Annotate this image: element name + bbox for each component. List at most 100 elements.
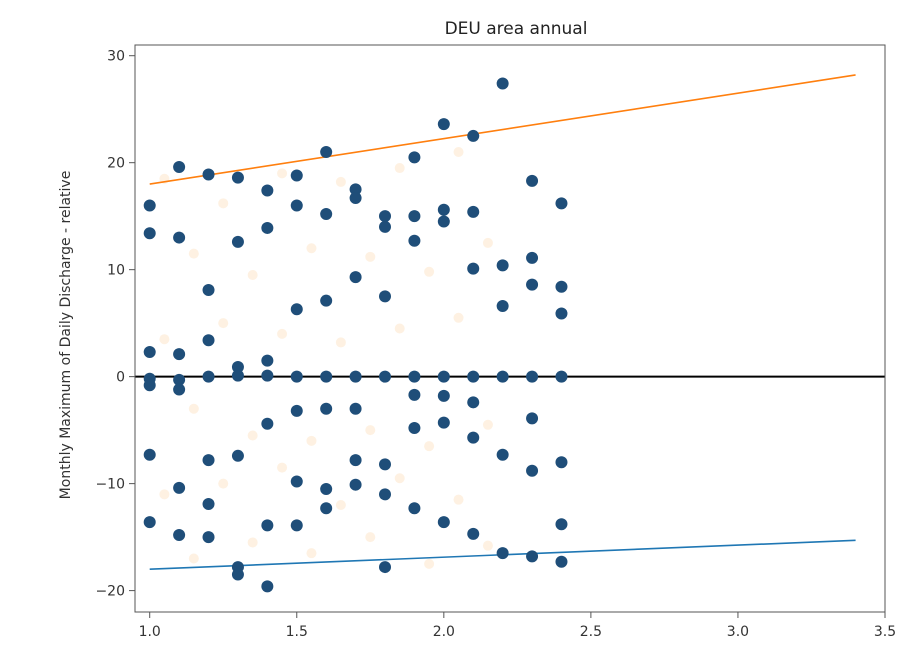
y-tick-label: −10 [95,477,125,493]
data-point [555,370,568,383]
data-point [379,210,391,223]
data-point [379,458,391,471]
data-point [290,519,303,532]
data-point [379,370,391,383]
faint-data-point [482,540,493,551]
data-point [290,370,303,383]
faint-data-point [453,146,464,157]
axes-frame [134,44,886,613]
faint-data-point [335,500,346,511]
data-point [231,361,244,374]
faint-data-point [188,553,199,564]
faint-data-point [277,168,288,179]
faint-data-point [365,251,376,262]
data-point [437,416,450,429]
faint-data-point [247,270,258,281]
faint-data-point [365,532,376,543]
faint-data-point [306,435,317,446]
data-point [496,259,509,272]
data-point [496,547,509,560]
x-tick-label: 1.5 [286,624,308,640]
faint-data-point [218,198,229,209]
data-point [261,580,274,593]
faint-data-point [335,337,346,348]
y-tick-label: 0 [116,370,125,386]
data-point [231,171,244,184]
data-point [555,518,568,531]
data-point [437,370,450,383]
data-point [349,183,362,196]
faint-data-point [424,266,435,277]
data-point [349,370,362,383]
data-point [173,348,186,361]
data-point [526,174,539,187]
faint-data-point [394,323,405,334]
data-point [379,220,391,233]
data-point [408,234,421,247]
data-point [173,481,186,494]
data-point [231,235,244,248]
data-point [408,210,421,223]
x-tick-label: 2.5 [580,624,602,640]
x-tick-label: 2.0 [433,624,455,640]
faint-data-point [453,312,464,323]
data-point [290,169,303,182]
axes: 1.0 1.5 2.0 2.5 3.0 3.5 −20 −10 0 10 20 30 [95,44,896,640]
data-point [261,417,274,430]
data-point [173,383,186,396]
data-point [408,151,421,164]
data-point [437,118,450,131]
data-point [526,550,539,563]
data-point [143,379,156,392]
data-point [143,448,156,461]
data-point [467,262,480,275]
upper-trend-line [149,74,856,185]
data-point [408,502,421,515]
data-point [290,475,303,488]
faint-data-point [394,473,405,484]
data-point [320,502,333,515]
faint-data-point [453,494,464,505]
faint-data-point [394,163,405,174]
data-point [143,346,156,359]
faint-data-point [277,462,288,473]
data-point [555,456,568,469]
data-point [173,373,186,386]
data-point [261,369,274,382]
data-point [202,283,215,296]
data-point [408,388,421,401]
data-point [143,516,156,529]
plot-area [135,74,885,593]
faint-data-point [306,243,317,254]
data-point [526,412,539,425]
data-point [143,227,156,240]
data-point [202,497,215,510]
data-point [320,402,333,415]
data-point [437,516,450,529]
y-axis-label: Monthly Maximum of Daily Discharge - rel… [58,171,74,500]
data-point [320,208,333,221]
y-tick-label: 20 [107,156,125,172]
data-point [555,555,568,568]
data-point [349,454,362,467]
data-point [231,369,244,382]
data-point [496,448,509,461]
faint-data-point [306,548,317,559]
data-point [467,370,480,383]
faint-data-point [159,334,170,345]
faint-data-point [365,425,376,436]
data-point [379,561,391,574]
data-point [231,568,244,581]
data-point [320,294,333,307]
data-point [437,389,450,402]
data-point [261,354,274,367]
data-point [555,280,568,293]
x-tick-label: 1.0 [139,624,161,640]
faint-data-point [218,318,229,329]
faint-data-point [482,419,493,430]
data-point [173,231,186,244]
data-point [496,370,509,383]
data-point [467,205,480,218]
